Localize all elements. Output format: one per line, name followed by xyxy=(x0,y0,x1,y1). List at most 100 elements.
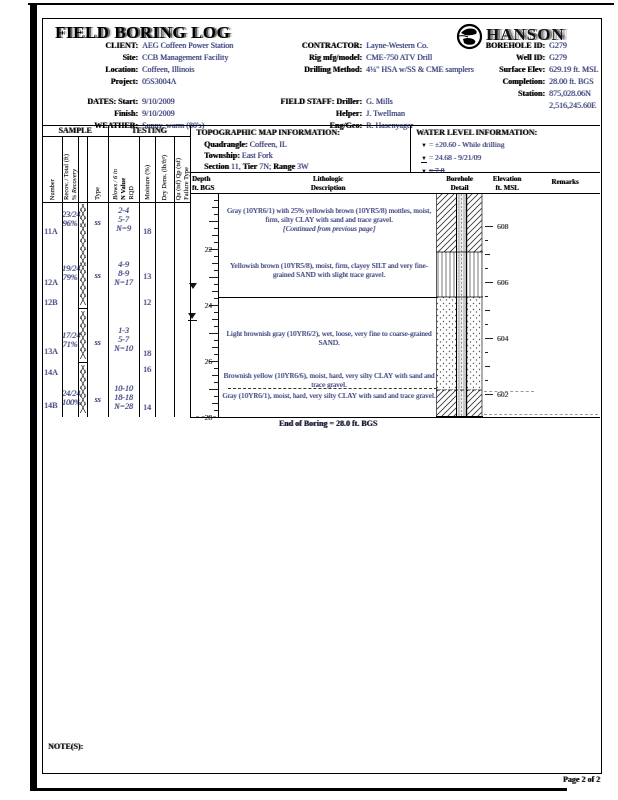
depth-label: 22 xyxy=(204,244,213,254)
field-value: Coffeen, IL xyxy=(249,140,287,149)
grid-line xyxy=(218,193,219,417)
topo-title: TOPOGRAPHIC MAP INFORMATION: xyxy=(196,128,340,137)
header-info-right: BOREHOLE ID: G279 Well ID: G279 Surface El… xyxy=(425,40,599,112)
field-label: Drilling Method: xyxy=(304,65,362,74)
sample-number: 13A xyxy=(44,347,58,356)
depth-tick xyxy=(209,305,218,306)
field-row: Station: 875,028.06N xyxy=(425,88,598,100)
grid-line xyxy=(87,136,88,417)
field-row: CLIENT: AEG Coffeen Power Station xyxy=(46,40,233,52)
col-header-remarks: Remarks xyxy=(551,178,579,186)
col-label: Number xyxy=(48,178,56,200)
dashed-boundary-line xyxy=(196,416,216,417)
field-value: 11, xyxy=(230,162,241,171)
form-title: FIELD BORING LOG xyxy=(55,23,231,42)
logo-text: HANSON xyxy=(486,25,565,44)
col-label: ft. BGS xyxy=(192,183,215,192)
grid-line xyxy=(190,125,191,417)
elevation-label: 604 xyxy=(497,333,509,343)
field-label: CONTRACTOR: xyxy=(301,41,362,50)
grid-line xyxy=(155,136,156,417)
field-label: Well ID: xyxy=(515,53,545,62)
end-of-boring: End of Boring = 28.0 ft. BGS xyxy=(278,419,378,428)
field-label: Rig mfg/model: xyxy=(308,53,362,62)
grid-line xyxy=(42,136,190,137)
field-value: 9/10/2009 xyxy=(142,109,175,118)
col-label: % Recovery xyxy=(70,168,78,200)
sample-interval-graphic: ╳╳╳╳╳╳ xyxy=(80,311,86,360)
grid-line xyxy=(78,362,87,363)
field-value: 4¼" HSA w/SS & CME samplers xyxy=(366,65,474,74)
water-value: = 24.68 - 9/21/09 xyxy=(428,153,481,162)
notes-label: NOTE(S): xyxy=(48,742,84,751)
field-row: Site: CCB Management Facility xyxy=(46,52,233,64)
depth-tick xyxy=(214,200,218,201)
sample-blows: 10-10 18-18 N=28 xyxy=(114,384,133,411)
section-row: Section 11, Tier 7N; Range 3W xyxy=(204,161,308,172)
col-header-type: Type xyxy=(87,138,108,200)
depth-tick xyxy=(214,312,218,313)
water-value: = 7.8 xyxy=(428,166,445,175)
field-value: G. Mills xyxy=(366,97,393,106)
elevation-tick xyxy=(484,352,488,354)
depth-tick xyxy=(214,270,218,271)
header-info-left: CLIENT: AEG Coffeen Power Station Site: CC… xyxy=(46,40,233,132)
globe-icon xyxy=(456,23,483,50)
depth-tick xyxy=(214,228,218,229)
field-row: Project: 05S3004A xyxy=(46,76,233,88)
topo-rows: Quadrangle: Coffeen, IL Township: East F… xyxy=(204,139,308,172)
sample-recovery: 17/24 71% xyxy=(62,331,81,349)
col-label: Depth xyxy=(192,175,211,183)
depth-tick xyxy=(214,354,218,355)
grid-line xyxy=(190,193,600,195)
lithology-description: Gray (10YR6/1), moist, hard, very silty … xyxy=(222,392,436,400)
grid-line xyxy=(78,308,87,309)
col-label: N Value xyxy=(120,178,127,200)
water-level-icon xyxy=(188,313,197,321)
field-label: BOREHOLE ID: xyxy=(485,41,545,50)
col-header-litho: Lithologic Description xyxy=(228,175,428,192)
field-value: 629.19 ft. MSL xyxy=(549,65,599,74)
depth-label: 28 xyxy=(204,412,213,422)
depth-tick xyxy=(212,403,218,404)
depth-tick xyxy=(214,284,218,285)
field-value: 7N; xyxy=(259,162,272,171)
sample-type: ss xyxy=(94,218,101,227)
lithology-description: Yellowish brown (10YR5/8), moist, firm, … xyxy=(229,262,429,280)
elevation-label: 602 xyxy=(497,389,509,399)
field-label: Location: xyxy=(105,65,138,74)
page-number: Page 2 of 2 xyxy=(562,775,600,784)
field-value: CME-750 ATV Drill xyxy=(366,53,433,62)
description-note: [Continued from previous page] xyxy=(282,225,376,234)
lithology-description: Light brownish gray (10YR6/2), wet, loos… xyxy=(226,330,432,348)
field-row: Helper: J. Twellman xyxy=(262,108,474,120)
field-row: BOREHOLE ID: G279 xyxy=(425,40,598,52)
grid-line xyxy=(174,136,175,417)
grid-line xyxy=(78,136,79,417)
elevation-label: 606 xyxy=(497,277,509,287)
field-row: FIELD STAFF: Driller: G. Mills xyxy=(262,96,474,108)
field-label: Station: xyxy=(517,89,545,98)
sample-blows: 2-4 5-7 N=9 xyxy=(116,206,131,233)
field-row: Rig mfg/model: CME-750 ATV Drill xyxy=(262,52,474,64)
depth-tick xyxy=(214,298,218,299)
depth-tick xyxy=(214,410,218,411)
elevation-tick xyxy=(484,254,490,256)
water-level-icon: ▼ xyxy=(421,143,427,149)
grid-line xyxy=(42,125,600,126)
sample-moisture: 18 xyxy=(143,227,151,236)
depth-tick xyxy=(209,249,218,250)
field-value: CCB Management Facility xyxy=(142,53,229,62)
field-label: Tier xyxy=(242,162,258,171)
sample-recovery: 24/24 100% xyxy=(62,389,81,407)
field-label: Helper: xyxy=(335,109,362,118)
field-label: Site: xyxy=(122,53,138,62)
depth-tick xyxy=(214,256,218,257)
field-value: Layne-Western Co. xyxy=(366,41,428,50)
col-header-recovery: Recov. / Total (ft) % Recovery xyxy=(62,138,78,200)
elevation-tick xyxy=(484,338,493,340)
elevation-tick xyxy=(484,366,490,368)
field-row: Drilling Method: 4¼" HSA w/SS & CME sampl… xyxy=(262,64,474,76)
field-value: 28.00 ft. BGS xyxy=(549,77,594,86)
